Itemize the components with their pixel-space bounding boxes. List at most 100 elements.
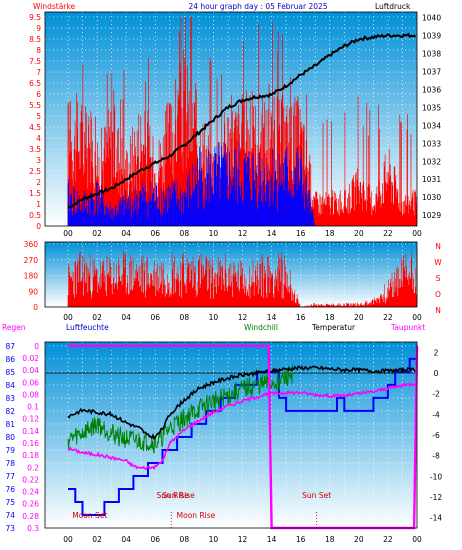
humidity-y-tick: 82	[5, 407, 15, 416]
pressure-y-tick: 1037	[422, 67, 441, 76]
regen-y-tick: 0.22	[22, 475, 39, 484]
legend-windchill: Windchill	[244, 323, 278, 332]
humidity-frame	[44, 341, 418, 529]
pressure-y-tick: 1034	[422, 121, 441, 130]
regen-y-tick: 0.04	[22, 366, 39, 375]
wind-x-tick: 08	[180, 229, 190, 238]
pressure-y-tick: 1040	[422, 13, 441, 22]
humidity-x-tick: 20	[354, 535, 364, 544]
wind-y-tick: 0	[36, 222, 41, 231]
pressure-y-tick: 1030	[422, 193, 441, 202]
wind-x-tick: 00	[63, 229, 73, 238]
compass-label: N	[435, 242, 441, 251]
astro-annotation: Sun Rise	[156, 491, 189, 500]
wind-y-tick: 0.5	[29, 211, 41, 220]
wind-y-tick: 3	[36, 156, 41, 165]
regen-y-tick: 0.26	[22, 500, 39, 509]
pressure-y-tick: 1036	[422, 85, 441, 94]
humidity-x-tick: 00	[63, 535, 73, 544]
regen-y-tick: 0	[34, 342, 39, 351]
pressure-y-tick: 1035	[422, 103, 441, 112]
humidity-x-tick: 14	[267, 535, 277, 544]
astro-annotation: Moon Set	[72, 511, 107, 520]
temperature-y-tick: -2	[432, 390, 440, 399]
regen-y-tick: 0.28	[22, 512, 39, 521]
series-windstaerke-mittel	[67, 142, 315, 226]
regen-y-tick: 0.02	[22, 354, 39, 363]
wind-y-tick: 1.5	[29, 189, 41, 198]
astro-annotation: Moon Rise	[177, 511, 216, 520]
regen-y-tick: 0.08	[22, 390, 39, 399]
wind-x-tick: 02	[92, 229, 102, 238]
wind-x-tick: 12	[238, 229, 248, 238]
regen-y-tick: 0.06	[22, 378, 39, 387]
humidity-x-tick: 08	[180, 535, 190, 544]
humidity-x-tick: 10	[209, 535, 219, 544]
direction-y-tick: 360	[24, 240, 39, 249]
wind-y-tick: 3.5	[29, 145, 41, 154]
humidity-y-tick: 87	[5, 342, 15, 351]
regen-y-tick: 0.3	[27, 524, 39, 533]
wind-y-tick: 5	[36, 112, 41, 121]
legend-taupunkt: Taupunkt	[390, 323, 425, 332]
wind-frame	[44, 11, 418, 227]
wind-y-tick: 9	[36, 24, 41, 33]
pressure-y-tick: 1032	[422, 157, 441, 166]
legend-luftfeuchte: Luftfeuchte	[66, 323, 109, 332]
wind-y-tick: 1	[36, 200, 41, 209]
direction-x-tick: 00	[412, 313, 422, 322]
series-taupunkt	[67, 381, 418, 471]
direction-frame	[44, 241, 418, 308]
direction-y-tick: 90	[28, 287, 38, 296]
direction-x-tick: 00	[63, 313, 73, 322]
wind-y-tick: 8.5	[29, 35, 41, 44]
wind-x-tick: 04	[121, 229, 131, 238]
wind-y-tick: 6	[36, 90, 41, 99]
humidity-x-tick: 16	[296, 535, 306, 544]
temperature-y-tick: -8	[432, 452, 440, 461]
direction-x-tick: 10	[209, 313, 219, 322]
astro-annotation: Sun Rise	[162, 491, 195, 500]
series-windchill	[67, 364, 294, 455]
direction-y-tick: 270	[24, 256, 39, 265]
pressure-y-tick: 1031	[422, 175, 441, 184]
axes-layer: 0 0.5 1 1.5 2 2.5 3 3.5 4 4.5 5 5.5 6 6.5 7 7.5 8 8.5 9 9.5…	[5, 11, 442, 544]
wind-y-tick: 2.5	[29, 167, 41, 176]
legend-regen: Regen	[2, 323, 26, 332]
humidity-x-tick: 06	[150, 535, 160, 544]
wind-x-tick: 20	[354, 229, 364, 238]
wind-y-tick: 6.5	[29, 79, 41, 88]
humidity-y-tick: 80	[5, 433, 15, 442]
pressure-label: Luftdruck	[375, 2, 411, 11]
direction-x-tick: 16	[296, 313, 306, 322]
regen-y-tick: 0.24	[22, 488, 39, 497]
regen-y-tick: 0.14	[22, 427, 39, 436]
series-luftdruck	[67, 32, 417, 209]
direction-x-tick: 14	[267, 313, 277, 322]
compass-label: W	[434, 258, 442, 267]
humidity-x-tick: 00	[412, 535, 422, 544]
wind-x-tick: 00	[412, 229, 422, 238]
temperature-y-tick: -12	[430, 493, 442, 502]
regen-y-tick: 0.2	[27, 463, 39, 472]
pressure-y-tick: 1033	[422, 139, 441, 148]
pressure-y-tick: 1029	[422, 211, 441, 220]
compass-label: N	[435, 306, 441, 315]
chart-title: 24 hour graph day : 05 Februar 2025	[188, 2, 327, 11]
wind-y-tick: 8	[36, 46, 41, 55]
pressure-y-tick: 1038	[422, 49, 441, 58]
wind-y-tick: 4	[36, 134, 41, 143]
wind-y-tick: 9.5	[29, 13, 41, 22]
humidity-y-tick: 77	[5, 472, 15, 481]
temperature-y-tick: -10	[430, 472, 442, 481]
wind-x-tick: 06	[150, 229, 160, 238]
wind-x-tick: 10	[209, 229, 219, 238]
humidity-y-tick: 81	[5, 420, 15, 429]
wind-y-tick: 2	[36, 178, 41, 187]
humidity-y-tick: 86	[5, 355, 15, 364]
humidity-y-tick: 84	[5, 381, 15, 390]
regen-y-tick: 0.1	[27, 403, 39, 412]
direction-x-tick: 12	[238, 313, 248, 322]
humidity-y-tick: 79	[5, 446, 15, 455]
